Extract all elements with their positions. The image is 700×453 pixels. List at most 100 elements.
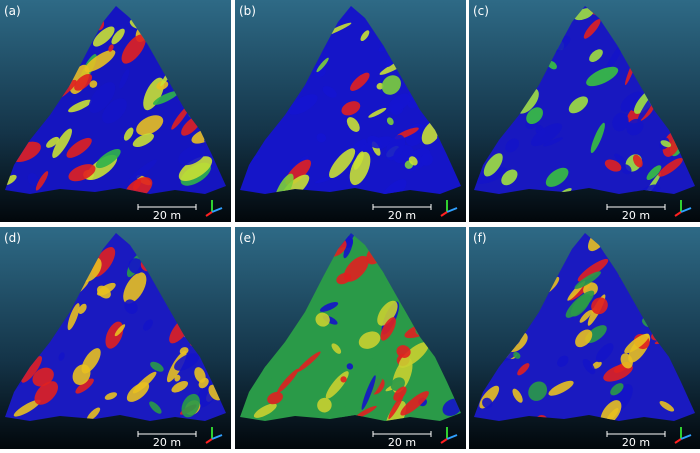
panel-label: (c) <box>473 4 489 18</box>
patch <box>476 167 508 184</box>
patch <box>123 272 147 304</box>
axis-icon <box>680 207 692 213</box>
patch <box>102 98 127 124</box>
patch <box>27 173 39 187</box>
patch <box>420 153 433 166</box>
patch <box>128 159 157 182</box>
patch <box>603 363 633 382</box>
patch <box>171 381 189 393</box>
patch <box>513 351 521 359</box>
patch <box>589 49 603 62</box>
patch <box>545 167 569 187</box>
patch <box>343 238 353 259</box>
patch <box>612 112 629 132</box>
patch <box>380 179 407 194</box>
patch <box>595 343 614 363</box>
patch <box>570 294 591 317</box>
panel-label: (e) <box>239 231 256 245</box>
patch <box>174 353 200 371</box>
panel: (c) 20 m <box>469 0 700 222</box>
patch <box>579 310 592 323</box>
patch <box>171 105 190 130</box>
patch <box>626 118 644 136</box>
patch <box>614 153 626 164</box>
patch <box>482 397 493 409</box>
axis-icon <box>446 434 458 440</box>
patch <box>331 343 342 354</box>
patch <box>358 331 381 349</box>
patch <box>81 348 101 374</box>
patch <box>262 363 278 378</box>
panel: (d) 20 m <box>0 227 231 449</box>
patch <box>267 391 283 405</box>
patch <box>143 319 153 331</box>
patch <box>132 133 155 148</box>
patch <box>67 303 80 331</box>
patch <box>322 86 337 98</box>
patch <box>381 75 401 95</box>
patch <box>505 138 520 153</box>
patch <box>393 386 407 401</box>
axis-icon <box>205 438 213 444</box>
axis-icon <box>446 207 458 213</box>
point-cloud <box>474 233 695 421</box>
patch <box>604 159 622 172</box>
panel: (b) 20 m <box>235 0 466 222</box>
patch <box>174 374 181 382</box>
patch <box>620 164 632 175</box>
patch <box>530 123 563 147</box>
patch <box>526 107 543 125</box>
patch <box>86 407 101 421</box>
patch <box>132 371 157 394</box>
patch <box>543 137 564 147</box>
patch <box>610 383 624 396</box>
scale-label: 20 m <box>153 209 181 222</box>
patch <box>68 164 96 182</box>
scale-label: 20 m <box>388 209 416 222</box>
patch <box>360 30 370 42</box>
patch <box>125 177 153 194</box>
axis-icon <box>440 211 448 217</box>
scale-label: 20 m <box>153 436 181 449</box>
patch <box>124 299 138 314</box>
patch <box>66 137 92 158</box>
patch <box>13 399 41 417</box>
patch <box>88 82 116 113</box>
patch <box>620 91 643 112</box>
patch <box>52 128 73 159</box>
patch <box>181 393 200 418</box>
patch <box>354 405 377 419</box>
axis-icon <box>680 434 692 440</box>
patch <box>114 324 126 337</box>
patch <box>369 352 384 369</box>
patch <box>367 135 383 149</box>
patch <box>316 133 327 143</box>
patch <box>512 388 523 403</box>
scale-label: 20 m <box>388 436 416 449</box>
patch <box>577 258 609 282</box>
patch <box>121 34 146 64</box>
scale-label: 20 m <box>622 436 650 449</box>
patch <box>659 401 675 412</box>
patch <box>97 285 111 299</box>
axis-icon <box>211 434 223 440</box>
patch <box>315 312 330 327</box>
patch <box>149 401 162 414</box>
panel: (e) 20 m <box>235 227 466 449</box>
patch <box>349 151 371 186</box>
patch <box>658 158 683 177</box>
patch <box>156 80 169 90</box>
patch <box>575 329 593 348</box>
patch <box>75 378 94 394</box>
patch <box>288 94 318 115</box>
patch <box>604 42 624 74</box>
patch <box>574 271 602 289</box>
patch <box>35 171 49 191</box>
patch <box>408 156 418 166</box>
patch <box>316 57 329 73</box>
patch <box>350 72 370 91</box>
patch <box>95 148 121 169</box>
axis-icon <box>674 438 682 444</box>
patch <box>377 300 398 326</box>
